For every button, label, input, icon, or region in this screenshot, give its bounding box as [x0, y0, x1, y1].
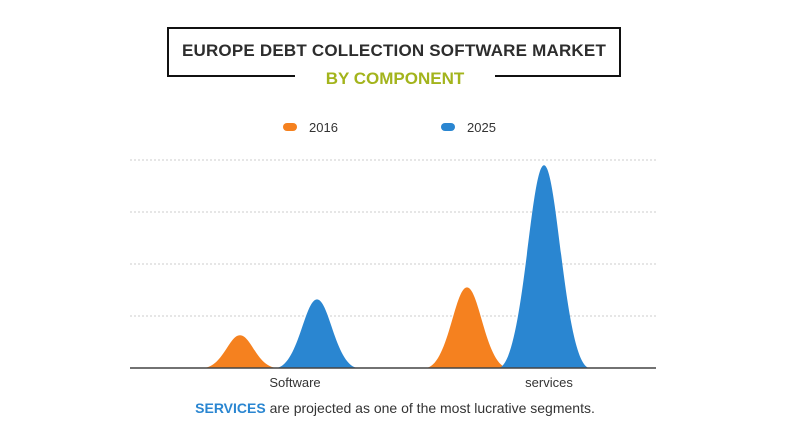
legend-label-2016: 2016: [309, 119, 338, 135]
chart-subtitle: BY COMPONENT: [325, 69, 465, 88]
peak-2016-software[interactable]: [202, 335, 278, 368]
legend-swatch-2016: [283, 123, 297, 131]
subtitle-wrap: BY COMPONENT: [295, 66, 495, 92]
caption-text: are projected as one of the most lucrati…: [265, 400, 595, 416]
legend-item-2025[interactable]: 2025: [441, 117, 496, 137]
chart-title: EUROPE DEBT COLLECTION SOFTWARE MARKET: [181, 41, 607, 60]
caption-highlight: SERVICES: [195, 400, 266, 416]
legend-label-2025: 2025: [467, 119, 496, 135]
peak-2016-services[interactable]: [425, 287, 509, 368]
peak-2025-services[interactable]: [498, 165, 590, 368]
legend: 2016 2025: [0, 117, 790, 137]
legend-item-2016[interactable]: 2016: [283, 117, 338, 137]
x-tick-label-software: Software: [269, 375, 320, 390]
legend-swatch-2025: [441, 123, 455, 131]
caption: SERVICES are projected as one of the mos…: [0, 400, 790, 416]
peak-2025-software[interactable]: [275, 299, 359, 368]
x-tick-label-services: services: [525, 375, 573, 390]
